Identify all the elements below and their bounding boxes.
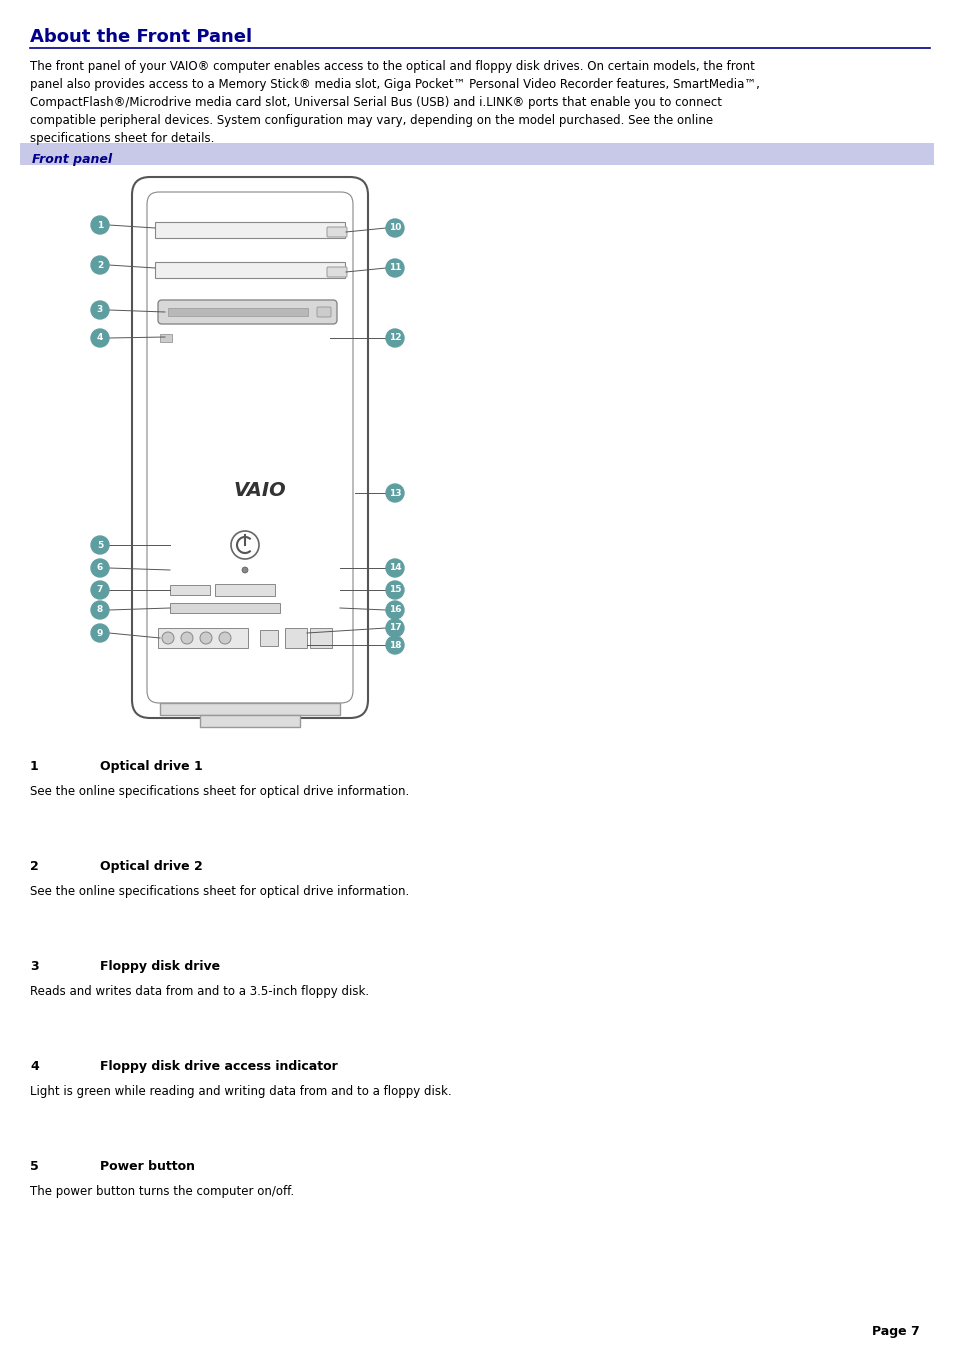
FancyBboxPatch shape bbox=[158, 628, 248, 648]
Circle shape bbox=[162, 632, 173, 644]
Text: 2: 2 bbox=[97, 261, 103, 269]
Text: 5: 5 bbox=[97, 540, 103, 550]
FancyBboxPatch shape bbox=[260, 630, 277, 646]
FancyBboxPatch shape bbox=[132, 177, 368, 717]
FancyBboxPatch shape bbox=[154, 262, 345, 278]
FancyBboxPatch shape bbox=[285, 628, 307, 648]
Text: 9: 9 bbox=[96, 628, 103, 638]
Text: The power button turns the computer on/off.: The power button turns the computer on/o… bbox=[30, 1185, 294, 1198]
Circle shape bbox=[386, 636, 403, 654]
Text: Reads and writes data from and to a 3.5-inch floppy disk.: Reads and writes data from and to a 3.5-… bbox=[30, 985, 369, 998]
Circle shape bbox=[91, 536, 109, 554]
Circle shape bbox=[91, 330, 109, 347]
Text: 11: 11 bbox=[388, 263, 401, 273]
Circle shape bbox=[386, 484, 403, 503]
Circle shape bbox=[386, 330, 403, 347]
Text: 15: 15 bbox=[388, 585, 401, 594]
Text: 10: 10 bbox=[389, 223, 401, 232]
Text: 13: 13 bbox=[388, 489, 401, 497]
Circle shape bbox=[386, 219, 403, 236]
Text: 1: 1 bbox=[30, 761, 39, 773]
FancyBboxPatch shape bbox=[168, 308, 308, 316]
Circle shape bbox=[91, 255, 109, 274]
Text: 18: 18 bbox=[388, 640, 401, 650]
Text: 7: 7 bbox=[96, 585, 103, 594]
Circle shape bbox=[181, 632, 193, 644]
Text: 3: 3 bbox=[30, 961, 38, 973]
Text: 8: 8 bbox=[97, 605, 103, 615]
Circle shape bbox=[91, 624, 109, 642]
Circle shape bbox=[219, 632, 231, 644]
Text: 12: 12 bbox=[388, 334, 401, 343]
Circle shape bbox=[386, 601, 403, 619]
FancyBboxPatch shape bbox=[327, 267, 347, 277]
Circle shape bbox=[91, 601, 109, 619]
Circle shape bbox=[231, 531, 258, 559]
Circle shape bbox=[91, 559, 109, 577]
Text: 16: 16 bbox=[388, 605, 401, 615]
Text: Floppy disk drive access indicator: Floppy disk drive access indicator bbox=[100, 1061, 337, 1073]
Text: 14: 14 bbox=[388, 563, 401, 573]
Text: 3: 3 bbox=[97, 305, 103, 315]
Text: Floppy disk drive: Floppy disk drive bbox=[100, 961, 220, 973]
FancyBboxPatch shape bbox=[160, 334, 172, 342]
FancyBboxPatch shape bbox=[214, 584, 274, 596]
Text: VAIO: VAIO bbox=[233, 481, 286, 500]
Text: 2: 2 bbox=[30, 861, 39, 873]
Text: See the online specifications sheet for optical drive information.: See the online specifications sheet for … bbox=[30, 785, 409, 798]
Text: Optical drive 1: Optical drive 1 bbox=[100, 761, 203, 773]
FancyBboxPatch shape bbox=[316, 307, 331, 317]
Text: 4: 4 bbox=[96, 334, 103, 343]
FancyBboxPatch shape bbox=[158, 300, 336, 324]
Text: The front panel of your VAIO® computer enables access to the optical and floppy : The front panel of your VAIO® computer e… bbox=[30, 59, 760, 145]
Text: Front panel: Front panel bbox=[32, 153, 112, 166]
FancyBboxPatch shape bbox=[160, 703, 339, 715]
Text: 6: 6 bbox=[97, 563, 103, 573]
Circle shape bbox=[386, 559, 403, 577]
Circle shape bbox=[91, 581, 109, 598]
FancyBboxPatch shape bbox=[310, 628, 332, 648]
Text: 1: 1 bbox=[97, 220, 103, 230]
Text: About the Front Panel: About the Front Panel bbox=[30, 28, 252, 46]
FancyBboxPatch shape bbox=[20, 143, 933, 165]
Text: 5: 5 bbox=[30, 1161, 39, 1173]
FancyBboxPatch shape bbox=[154, 222, 345, 238]
Circle shape bbox=[386, 259, 403, 277]
Text: 4: 4 bbox=[30, 1061, 39, 1073]
Circle shape bbox=[200, 632, 212, 644]
Text: Optical drive 2: Optical drive 2 bbox=[100, 861, 203, 873]
FancyBboxPatch shape bbox=[170, 585, 210, 594]
Text: See the online specifications sheet for optical drive information.: See the online specifications sheet for … bbox=[30, 885, 409, 898]
FancyBboxPatch shape bbox=[327, 227, 347, 236]
Text: Page 7: Page 7 bbox=[871, 1325, 919, 1337]
Text: Power button: Power button bbox=[100, 1161, 194, 1173]
Circle shape bbox=[91, 301, 109, 319]
FancyBboxPatch shape bbox=[200, 715, 299, 727]
Circle shape bbox=[242, 567, 248, 573]
Circle shape bbox=[91, 216, 109, 234]
FancyBboxPatch shape bbox=[170, 603, 280, 613]
Text: 17: 17 bbox=[388, 624, 401, 632]
Circle shape bbox=[386, 619, 403, 638]
Text: Light is green while reading and writing data from and to a floppy disk.: Light is green while reading and writing… bbox=[30, 1085, 451, 1098]
Circle shape bbox=[386, 581, 403, 598]
